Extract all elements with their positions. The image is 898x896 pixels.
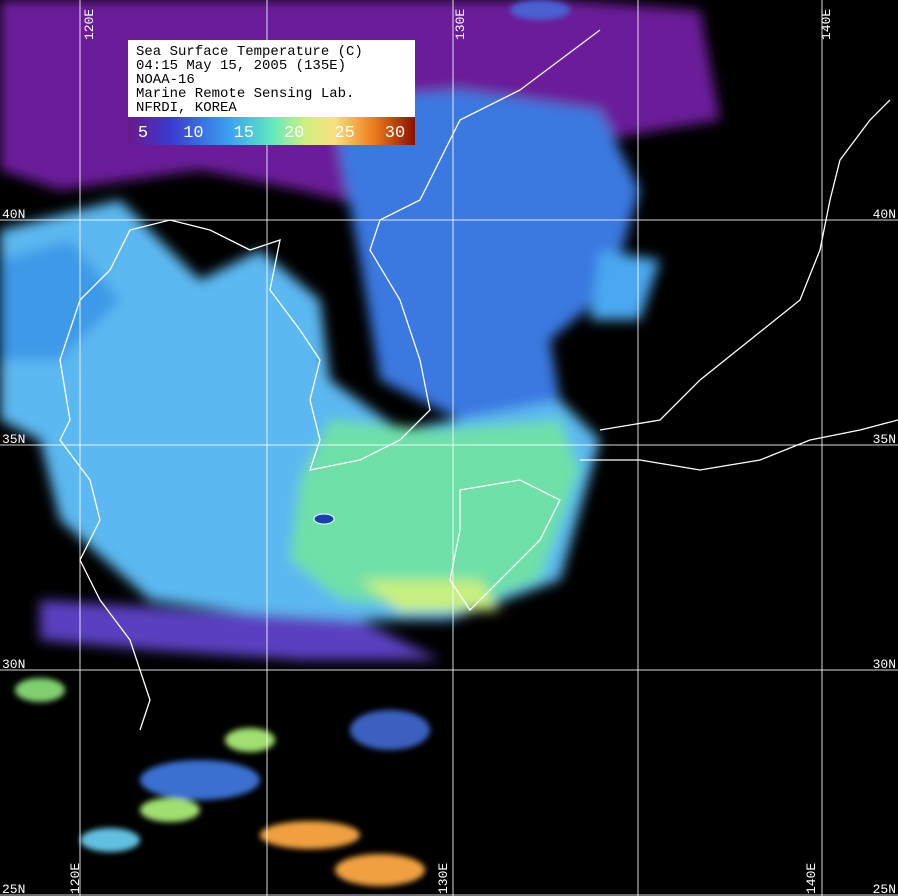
colorbar-tick-label: 20 xyxy=(284,124,304,143)
legend-line: Marine Remote Sensing Lab. xyxy=(136,86,354,102)
colorbar-tick-label: 15 xyxy=(234,124,254,143)
lat-label: 35N xyxy=(2,432,25,447)
lat-label: 30N xyxy=(873,657,896,672)
lon-label: 120E xyxy=(68,863,83,894)
lon-label: 140E xyxy=(819,9,834,40)
colorbar-tick-label: 5 xyxy=(138,124,148,143)
colorbar-tick-label: 25 xyxy=(334,124,354,143)
legend-line: Sea Surface Temperature (C) xyxy=(136,44,363,60)
legend-line: 04:15 May 15, 2005 (135E) xyxy=(136,58,346,74)
lat-label: 35N xyxy=(873,432,896,447)
colorbar xyxy=(128,117,415,145)
lat-label: 25N xyxy=(2,882,25,896)
coastlines xyxy=(59,29,898,731)
sst-patches xyxy=(15,0,570,886)
legend: Sea Surface Temperature (C)04:15 May 15,… xyxy=(128,40,415,145)
lon-label: 120E xyxy=(82,9,97,40)
lat-label: 30N xyxy=(2,657,25,672)
lat-label: 40N xyxy=(873,207,896,222)
lon-label: 130E xyxy=(436,863,451,894)
lat-label: 25N xyxy=(873,882,896,896)
lon-label: 140E xyxy=(804,863,819,894)
lon-label: 130E xyxy=(453,9,468,40)
legend-line: NFRDI, KOREA xyxy=(136,100,237,116)
legend-line: NOAA-16 xyxy=(136,72,195,88)
colorbar-tick-label: 30 xyxy=(385,124,405,143)
colorbar-tick-label: 10 xyxy=(183,124,203,143)
lat-label: 40N xyxy=(2,207,25,222)
